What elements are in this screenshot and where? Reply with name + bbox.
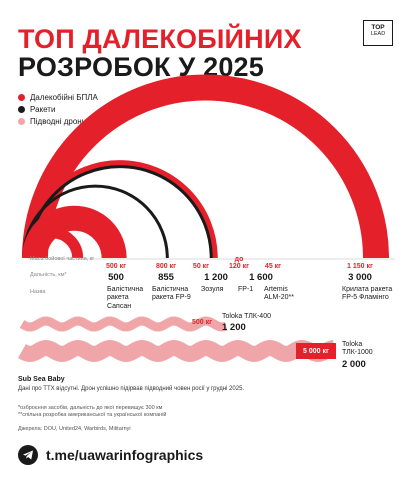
name-artemis: Artemis ALM-20** <box>264 286 294 302</box>
sub-sea-baby-title: Sub Sea Baby <box>18 376 65 383</box>
sources: Джерела: DOU, United24, Warbirds, Milita… <box>18 426 131 432</box>
name-tlk1000: Toloka ТЛК-1000 <box>342 341 373 357</box>
range-sapsan: 500 <box>108 272 124 283</box>
range-tlk400: 1 200 <box>222 322 246 333</box>
telegram-link[interactable]: t.me/uawarinfographics <box>18 445 203 465</box>
name-fp9: Балістична ракета FP-9 <box>152 286 191 302</box>
name-fp1: FP-1 <box>238 286 254 293</box>
telegram-icon <box>18 445 38 465</box>
legend-swatch-pink <box>18 118 25 125</box>
arc-2 <box>22 184 169 259</box>
warhead-tlk1000: 5 000 кг <box>303 348 329 355</box>
row-label-name: Назва <box>30 289 46 295</box>
sub-sea-baby-text: Дані про ТТХ відсутні. Дрон успішно піді… <box>18 386 245 392</box>
name-zozulya: Зозуля <box>201 286 224 293</box>
name-sapsan: Балістична ракета Сапсан <box>107 286 144 310</box>
logo-bottom-text: LEAD <box>370 31 386 38</box>
warhead-flamingo: 1 150 кг <box>347 263 373 270</box>
logo-top-text: TOP <box>371 24 385 31</box>
row-label-warhead: Маса бойової частини, кг <box>30 256 95 262</box>
top-lead-logo: TOP LEAD <box>363 20 393 46</box>
range-fp9: 855 <box>158 272 174 283</box>
row-label-range: Дальність, км* <box>30 272 67 278</box>
legend-item-missiles: Ракети <box>18 105 55 114</box>
range-fp1-artemis: 1 600 <box>249 272 273 283</box>
warhead-fp9: 800 кг <box>155 263 177 270</box>
warhead-fp1: до 120 кг <box>228 256 250 271</box>
arc-0 <box>22 227 84 259</box>
legend-item-underwater: Підводні дрони <box>18 117 86 126</box>
footnote-2: **спільна розробка американської та укра… <box>18 412 167 418</box>
footnote-1: *озброєння засобів, дальність до якої пе… <box>18 405 163 411</box>
name-tlk400: Toloka ТЛК-400 <box>222 313 271 320</box>
range-tlk1000: 2 000 <box>342 359 366 370</box>
legend-label: Далекобійні БПЛА <box>30 93 98 102</box>
legend-label: Ракети <box>30 105 56 114</box>
legend-label: Підводні дрони <box>30 117 87 126</box>
warhead-zozulya: 50 кг <box>192 263 210 270</box>
arc-3 <box>22 160 218 259</box>
telegram-url: t.me/uawarinfographics <box>46 447 204 463</box>
arc-5 <box>22 74 389 259</box>
range-flamingo: 3 000 <box>348 272 372 283</box>
legend-swatch-red <box>18 94 25 101</box>
wave-tlk400 <box>19 316 228 332</box>
legend-swatch-black <box>18 106 25 113</box>
range-zozulya: 1 200 <box>204 272 228 283</box>
tlk1000-payload-highlight <box>296 343 336 359</box>
title-line-1: ТОП ДАЛЕКОБІЙНИХ <box>18 24 302 54</box>
wave-tlk1000 <box>18 339 335 363</box>
legend-item-uav: Далекобійні БПЛА <box>18 93 98 102</box>
warhead-artemis: 45 кг <box>264 263 282 270</box>
warhead-tlk400: 500 кг <box>191 319 213 326</box>
name-flamingo: Крилата ракета FP-5 Фламінго <box>342 286 393 302</box>
warhead-sapsan: 500 кг <box>105 263 127 270</box>
